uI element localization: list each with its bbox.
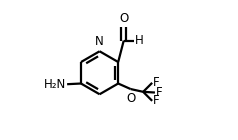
Text: H₂N: H₂N	[44, 78, 66, 91]
Text: N: N	[94, 35, 103, 48]
Text: O: O	[126, 92, 135, 105]
Text: F: F	[153, 94, 160, 107]
Text: F: F	[156, 86, 163, 99]
Text: O: O	[119, 12, 128, 25]
Text: F: F	[153, 76, 160, 89]
Text: H: H	[135, 34, 144, 47]
